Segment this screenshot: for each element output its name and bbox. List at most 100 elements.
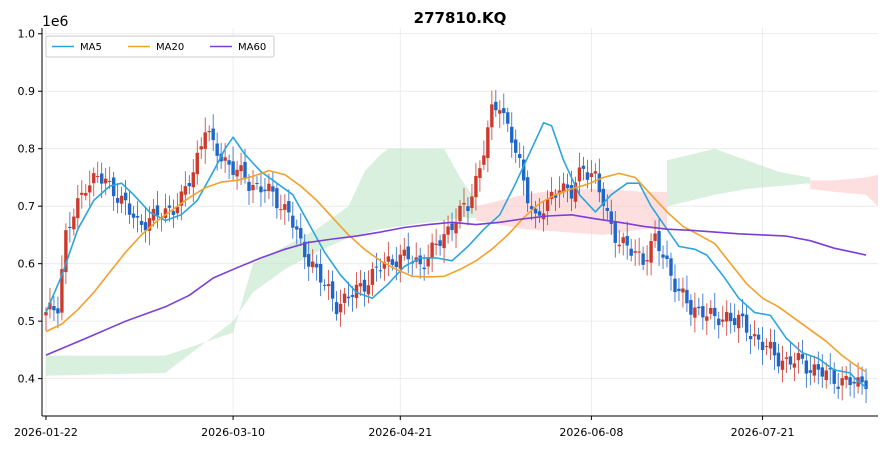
- candle-body: [187, 183, 191, 187]
- candle-body: [287, 201, 291, 213]
- candle-body: [514, 139, 518, 153]
- candle-body: [251, 184, 255, 191]
- candle-body: [175, 206, 180, 214]
- candle-body: [227, 160, 231, 165]
- candle-body: [207, 131, 211, 133]
- candle-body: [382, 262, 387, 269]
- candle-body: [601, 188, 606, 206]
- candle-body: [808, 370, 813, 373]
- y-tick-label: 0.9: [18, 85, 36, 98]
- candle-body: [255, 182, 259, 184]
- candle-body: [529, 206, 534, 210]
- candle-body: [525, 177, 530, 204]
- candle-body: [776, 352, 781, 367]
- candle-body: [426, 257, 430, 267]
- candle-body: [295, 226, 299, 230]
- candle-body: [736, 314, 741, 329]
- candle-body: [330, 281, 335, 299]
- candle-body: [259, 186, 263, 193]
- series-line-ma5: [45, 122, 867, 388]
- candle-body: [585, 172, 590, 180]
- y-tick-label: 0.4: [18, 373, 36, 386]
- y-tick-label: 0.7: [18, 200, 36, 213]
- candle-body: [677, 288, 681, 292]
- candle-body: [844, 376, 848, 380]
- candle-body: [645, 260, 649, 262]
- x-tick-label: 2026-06-08: [559, 426, 623, 439]
- candle-body: [482, 155, 486, 165]
- candle-body: [96, 175, 100, 177]
- candle-body: [243, 161, 247, 179]
- candle-body: [350, 295, 355, 297]
- candle-body: [661, 254, 665, 258]
- candle-body: [438, 240, 442, 246]
- cloud-bull: [45, 148, 476, 376]
- candle-body: [402, 249, 406, 256]
- candle-body: [131, 213, 136, 218]
- candle-body: [326, 284, 331, 287]
- candle-body: [291, 215, 295, 228]
- candle-body: [52, 306, 56, 311]
- y-tick-label: 1.0: [18, 28, 36, 41]
- candle-body: [231, 161, 235, 176]
- x-tick-label: 2026-03-10: [201, 426, 265, 439]
- candle-body: [370, 268, 375, 285]
- candle-body: [673, 278, 677, 293]
- candle-body: [725, 311, 729, 322]
- x-tick-label: 2026-04-21: [368, 426, 432, 439]
- y-offset-label: 1e6: [42, 14, 69, 30]
- y-ticks: 0.4 0.5 0.6 0.7 0.8 0.9 1.0: [18, 28, 42, 386]
- candle-body: [732, 318, 737, 326]
- candle-body: [398, 254, 402, 269]
- candle-body: [450, 223, 454, 231]
- candle-body: [848, 377, 852, 385]
- candle-body: [68, 226, 72, 228]
- candle-body: [518, 154, 522, 159]
- candle-body: [792, 363, 797, 368]
- candle-body: [283, 204, 287, 210]
- candle-body: [342, 293, 347, 303]
- candle-body: [279, 209, 283, 211]
- candle-body: [446, 226, 450, 235]
- candle-body: [860, 376, 864, 383]
- candle-body: [135, 216, 140, 218]
- candle-body: [784, 357, 789, 359]
- candle-body: [394, 261, 399, 268]
- candle-body: [597, 173, 602, 193]
- candle-body: [709, 307, 713, 314]
- candle-body: [199, 146, 203, 150]
- x-tick-label: 2026-01-22: [14, 426, 78, 439]
- candle-body: [84, 192, 88, 196]
- candle-body: [681, 288, 685, 293]
- candle-body: [840, 378, 844, 386]
- candle-body: [812, 364, 817, 376]
- candle-body: [422, 267, 426, 270]
- legend-label-ma5: MA5: [80, 42, 102, 53]
- candle-body: [772, 342, 777, 356]
- candle-body: [621, 237, 625, 244]
- candle-body: [155, 205, 160, 216]
- candle-body: [239, 165, 243, 172]
- candle-body: [816, 364, 820, 370]
- candle-body: [609, 211, 613, 224]
- candle-body: [366, 285, 371, 295]
- candle-body: [303, 241, 307, 258]
- candle-body: [729, 312, 733, 322]
- candle-body: [92, 173, 96, 184]
- candle-body: [458, 205, 462, 222]
- series-line-ma20: [45, 169, 867, 373]
- candle-body: [48, 302, 52, 310]
- candle-body: [406, 246, 410, 260]
- candle-body: [386, 256, 391, 262]
- candle-body: [685, 289, 689, 304]
- candle-body: [717, 318, 721, 326]
- candle-body: [744, 314, 749, 333]
- legend-box: [45, 35, 275, 58]
- candle-body: [275, 188, 279, 209]
- candle-body: [565, 184, 570, 189]
- candle-body: [864, 380, 868, 389]
- candle-body: [183, 186, 188, 195]
- candle-body: [502, 108, 506, 114]
- candle-body: [442, 234, 446, 249]
- candle-body: [139, 220, 144, 225]
